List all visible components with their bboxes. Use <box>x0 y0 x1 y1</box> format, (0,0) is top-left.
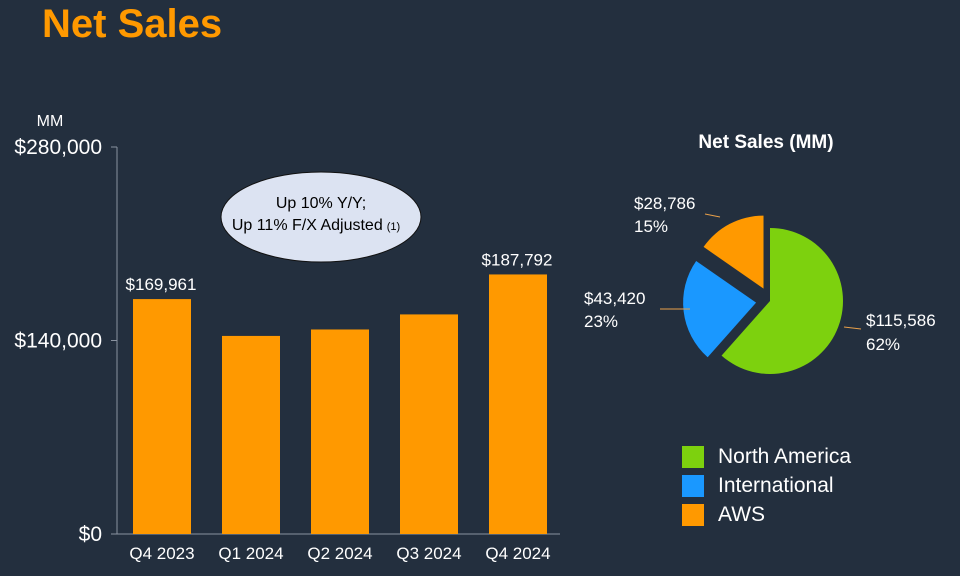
bar-chart: MM $0 $140,000 $280,000 Q4 2023 Q1 2024 Q2 2… <box>14 113 560 563</box>
bar-q4-2023 <box>133 299 191 534</box>
bars <box>133 274 547 534</box>
x-tick-label: Q3 2024 <box>396 544 461 563</box>
growth-callout: Up 10% Y/Y; Up 11% F/X Adjusted (1) <box>220 171 422 263</box>
pie-leader-lines <box>660 213 862 330</box>
callout-line-2: Up 11% F/X Adjusted (1) <box>232 217 400 234</box>
pie-percent-label: 15% <box>634 217 668 236</box>
pie-legend: North America International AWS <box>682 442 851 529</box>
bar-q1-2024 <box>222 335 280 534</box>
bar-data-labels: $169,961 $187,792 <box>126 250 553 294</box>
pie-value-label: $43,420 <box>584 289 645 308</box>
pie-title: Net Sales (MM) <box>698 132 833 153</box>
x-axis-labels: Q4 2023 Q1 2024 Q2 2024 Q3 2024 Q4 2024 <box>129 544 550 563</box>
legend-label-aws: AWS <box>718 502 766 526</box>
legend-item-north-america: North America <box>682 442 851 471</box>
legend-item-international: International <box>682 471 851 500</box>
legend-swatch-international <box>682 474 704 497</box>
pie-slice-north-america <box>721 228 844 375</box>
x-tick-label: Q1 2024 <box>218 544 283 563</box>
pie-leader-line <box>704 213 721 218</box>
legend-label-international: International <box>718 473 834 497</box>
pie-slice-aws <box>703 215 764 289</box>
legend-swatch-aws <box>682 503 704 526</box>
bar-q4-2024 <box>489 274 547 534</box>
x-tick-label: Q4 2024 <box>485 544 550 563</box>
legend-swatch-north-america <box>682 445 704 468</box>
page-title: Net Sales <box>42 2 223 46</box>
y-tick-label: $280,000 <box>14 136 102 159</box>
y-axis-ticks: $0 $140,000 $280,000 <box>14 136 117 546</box>
pie-slices <box>683 215 844 375</box>
x-tick-label: Q4 2023 <box>129 544 194 563</box>
pie-chart: Net Sales (MM) $115,586 62% $43,420 23% $28,… <box>584 132 936 375</box>
pie-slice-international <box>683 260 757 358</box>
callout-line-1: Up 10% Y/Y; <box>276 195 366 212</box>
x-tick-label: Q2 2024 <box>307 544 372 563</box>
legend-label-north-america: North America <box>718 444 852 468</box>
pie-leader-line <box>843 326 862 330</box>
pie-percent-label: 62% <box>866 335 900 354</box>
y-tick-label: $140,000 <box>14 330 102 353</box>
callout-bubble <box>220 171 422 263</box>
pie-value-label: $28,786 <box>634 194 695 213</box>
y-tick-label: $0 <box>79 523 102 546</box>
pie-labels: $115,586 62% $43,420 23% $28,786 15% <box>584 194 936 354</box>
bar-data-label: $187,792 <box>482 250 553 269</box>
callout-line-2-text: Up 11% F/X Adjusted <box>232 217 383 234</box>
pie-percent-label: 23% <box>584 312 618 331</box>
bar-data-label: $169,961 <box>126 275 197 294</box>
y-unit-label: MM <box>37 113 64 130</box>
bar-q2-2024 <box>311 329 369 534</box>
callout-footnote: (1) <box>387 221 400 233</box>
pie-value-label: $115,586 <box>866 311 936 330</box>
bar-q3-2024 <box>400 314 458 534</box>
legend-item-aws: AWS <box>682 500 851 529</box>
